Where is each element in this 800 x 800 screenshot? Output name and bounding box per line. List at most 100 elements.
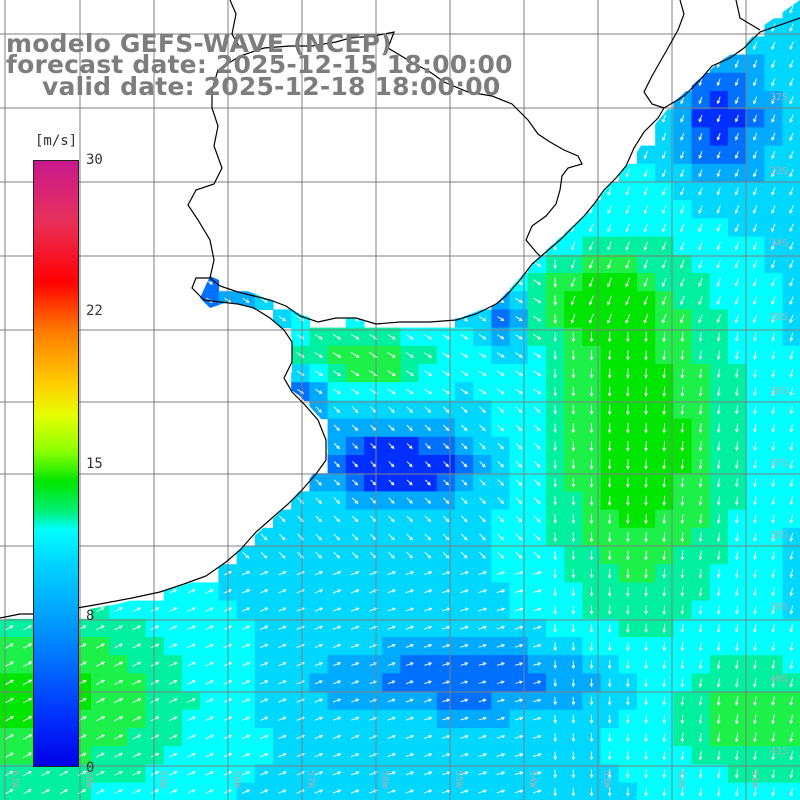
wind-arrow: [553, 623, 558, 633]
wind-arrow: [789, 296, 794, 305]
wind-arrow: [351, 698, 360, 703]
wind-arrow: [461, 442, 468, 450]
wind-arrow: [460, 625, 469, 630]
wind-arrow: [205, 607, 214, 612]
wind-arrow: [698, 133, 703, 141]
wind-arrow: [662, 623, 666, 634]
wind-arrow: [680, 296, 685, 306]
wind-arrow: [626, 550, 630, 561]
wind-arrow: [442, 370, 451, 376]
wind-arrow: [662, 696, 666, 706]
lon-label: 52W: [675, 770, 686, 789]
wind-arrow: [278, 533, 286, 541]
wind-arrow: [515, 352, 523, 358]
wind-arrow: [734, 514, 739, 524]
wind-arrow: [680, 605, 685, 615]
wind-arrow: [352, 479, 359, 486]
wind-arrow: [496, 589, 506, 594]
wind-arrow: [497, 515, 505, 523]
wind-arrow: [168, 625, 178, 631]
grid-labels: 32S 33S 34S 35S 36S 37S 38S 39S 40S 41S 61W 60W 59W 5…: [9, 92, 788, 789]
wind-arrow: [278, 625, 287, 630]
wind-arrow: [734, 696, 739, 707]
wind-arrow: [716, 386, 721, 397]
wind-arrow: [771, 750, 775, 761]
wind-arrow: [644, 568, 648, 579]
wind-arrow: [478, 662, 487, 666]
wind-arrow: [496, 625, 506, 630]
wind-arrow: [680, 459, 685, 470]
wind-arrow: [698, 732, 703, 743]
wind-arrow: [388, 551, 395, 559]
wind-arrow: [571, 660, 576, 670]
wind-arrow: [771, 769, 775, 779]
wind-arrow: [662, 386, 666, 397]
wind-arrow: [734, 350, 739, 361]
wind-arrow: [771, 441, 775, 451]
wind-arrow: [478, 334, 487, 340]
wind-arrow: [350, 571, 360, 576]
wind-arrow: [753, 696, 757, 707]
wind-arrow: [643, 205, 649, 215]
wind-arrow: [460, 571, 469, 575]
wind-arrow: [242, 551, 250, 559]
wind-arrow: [460, 406, 468, 413]
wind-arrow: [625, 241, 630, 251]
wind-arrow: [150, 625, 160, 631]
wind-arrow: [771, 278, 776, 287]
wind-arrow: [532, 607, 542, 612]
wind-arrow: [753, 714, 757, 725]
wind-arrow: [515, 334, 523, 340]
wind-arrow: [260, 643, 269, 649]
wind-arrow: [589, 205, 594, 214]
wind-arrow: [406, 443, 413, 450]
wind-arrow: [205, 643, 214, 649]
wind-arrow: [734, 678, 739, 688]
wind-arrow: [698, 296, 703, 306]
wind-arrow: [753, 750, 757, 761]
wind-arrow: [789, 551, 794, 561]
wind-arrow: [607, 187, 612, 196]
wind-arrow: [496, 734, 506, 739]
wind-arrow: [698, 496, 703, 506]
wind-arrow: [753, 114, 758, 123]
wind-arrow: [680, 532, 685, 543]
wind-arrow: [496, 571, 506, 575]
wind-arrow: [734, 423, 739, 433]
wind-arrow: [753, 405, 757, 415]
wind-arrow: [278, 698, 287, 703]
wind-arrow: [571, 423, 576, 434]
wind-arrow: [607, 241, 612, 251]
wind-arrow: [553, 295, 558, 306]
wind-arrow: [571, 587, 576, 597]
wind-arrow: [41, 770, 51, 776]
wind-arrow: [23, 643, 33, 649]
wind-arrow: [607, 623, 612, 634]
wind-arrow: [662, 169, 667, 178]
lat-label: 38S: [770, 530, 788, 541]
wind-arrow: [423, 789, 433, 794]
wind-arrow: [479, 442, 486, 450]
wind-arrow: [22, 697, 33, 704]
wind-arrow: [478, 625, 487, 630]
wind-arrow: [515, 551, 523, 559]
wind-arrow: [571, 368, 576, 379]
wind-arrow: [607, 205, 612, 214]
wind-arrow: [698, 277, 703, 288]
wind-arrow: [405, 716, 415, 721]
wind-arrow: [662, 332, 666, 343]
wind-arrow: [187, 771, 196, 776]
wind-arrow: [753, 732, 757, 743]
wind-arrow: [662, 404, 666, 416]
wind-arrow: [260, 297, 268, 303]
wind-arrow: [734, 205, 740, 214]
wind-arrow: [644, 422, 648, 434]
wind-arrow: [424, 662, 433, 666]
wind-arrow: [753, 41, 758, 51]
wind-arrow: [553, 569, 558, 579]
wind-arrow: [532, 625, 542, 630]
wind-arrow: [553, 751, 558, 761]
wind-arrow: [405, 571, 415, 576]
wind-arrow: [716, 296, 721, 306]
wind-arrow: [259, 752, 269, 758]
